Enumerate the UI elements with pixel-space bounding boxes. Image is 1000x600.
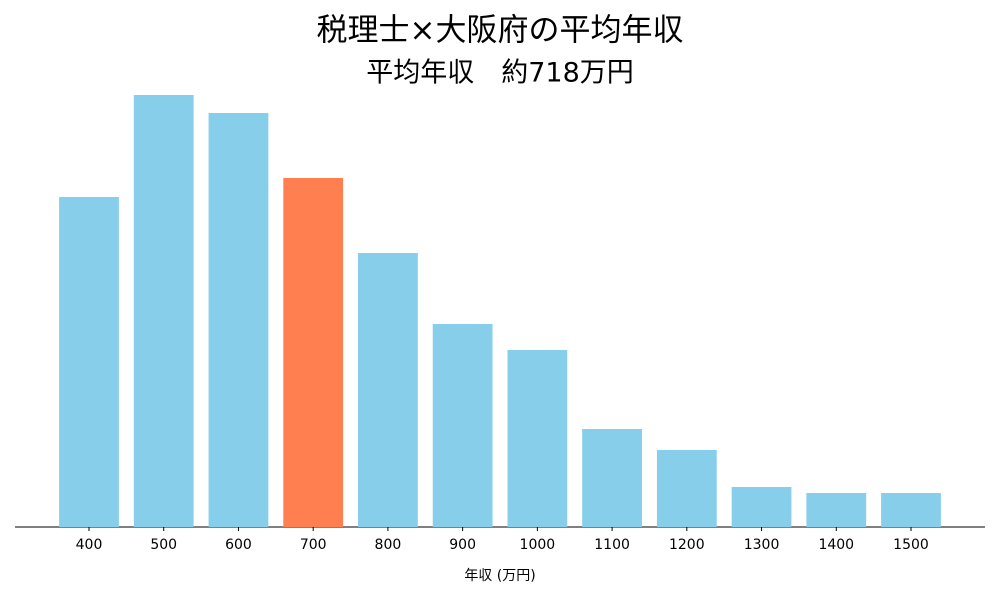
x-tick-label: 1200 (669, 537, 705, 553)
bar (582, 429, 642, 527)
bar (133, 95, 194, 527)
bar (731, 487, 792, 527)
x-tick-label: 600 (225, 537, 252, 553)
x-tick-label: 900 (449, 537, 476, 553)
x-tick-label: 500 (150, 537, 177, 553)
chart-subtitle: 平均年収 約718万円 (366, 58, 634, 89)
bar (806, 493, 867, 527)
x-tick-label: 1300 (744, 537, 780, 553)
bar (507, 350, 568, 527)
bar (283, 178, 344, 527)
chart-title: 税理士×大阪府の平均年収 (317, 13, 684, 49)
bar (656, 450, 717, 527)
x-tick-label: 1000 (520, 537, 556, 553)
bar (208, 113, 269, 527)
x-tick-label: 1100 (594, 537, 630, 553)
x-tick-label: 1500 (893, 537, 929, 553)
x-tick-label: 800 (375, 537, 402, 553)
x-tick-label: 400 (76, 537, 103, 553)
x-tick-label: 1400 (818, 537, 854, 553)
bar (432, 324, 493, 527)
x-axis-label: 年収 (万円) (464, 568, 535, 584)
bar (881, 493, 941, 527)
bar (59, 197, 119, 527)
bar (358, 253, 418, 527)
x-tick-label: 700 (300, 537, 327, 553)
